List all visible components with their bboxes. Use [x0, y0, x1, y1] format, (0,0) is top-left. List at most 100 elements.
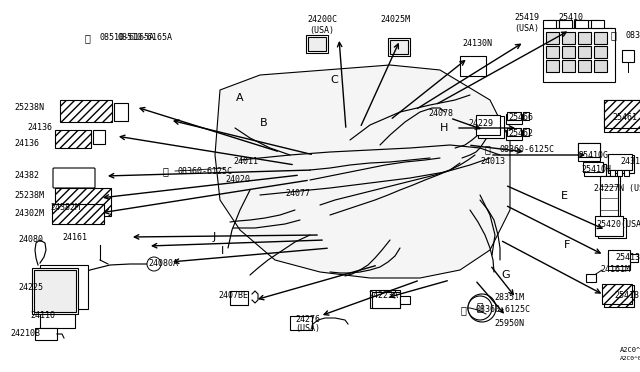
Text: 28351M: 28351M	[494, 294, 524, 302]
Bar	[507, 128, 521, 136]
Bar	[586, 274, 596, 282]
Bar	[578, 46, 591, 58]
Bar	[55, 130, 91, 148]
Text: 08510-6165A: 08510-6165A	[100, 33, 155, 42]
Bar	[602, 284, 632, 304]
Text: 24077: 24077	[285, 189, 310, 198]
Text: 24225: 24225	[18, 283, 43, 292]
Bar	[594, 46, 607, 58]
Bar	[290, 316, 312, 330]
Bar	[478, 116, 504, 138]
Bar	[578, 143, 600, 161]
Bar	[308, 37, 326, 51]
Bar	[34, 270, 76, 312]
Bar	[114, 103, 128, 121]
FancyBboxPatch shape	[53, 168, 95, 188]
Text: 24080: 24080	[18, 235, 43, 244]
Text: (USA): (USA)	[310, 26, 335, 35]
Bar	[578, 143, 600, 157]
Text: Ⓢ: Ⓢ	[84, 33, 90, 43]
Text: 24223A: 24223A	[368, 291, 398, 299]
Bar	[604, 100, 640, 128]
Bar	[370, 290, 400, 308]
Text: 24382: 24382	[14, 170, 39, 180]
Text: F: F	[564, 240, 570, 250]
Text: 08360-6125C: 08360-6125C	[178, 167, 233, 176]
Bar	[543, 28, 615, 82]
Bar	[32, 268, 78, 314]
Bar	[594, 60, 607, 72]
Text: H: H	[440, 123, 448, 133]
Bar	[545, 28, 613, 78]
Text: 25420(USA): 25420(USA)	[596, 221, 640, 230]
Bar	[388, 38, 410, 56]
Text: B: B	[260, 118, 268, 128]
Text: 25410H: 25410H	[581, 166, 611, 174]
Bar	[40, 310, 75, 328]
Bar	[604, 285, 634, 307]
Bar	[575, 20, 588, 28]
Bar	[390, 40, 408, 54]
Text: 25418: 25418	[614, 291, 639, 299]
Bar	[574, 20, 586, 28]
Text: 24080A: 24080A	[148, 259, 178, 267]
Text: 24312: 24312	[620, 157, 640, 167]
Bar	[591, 20, 604, 28]
Text: 24229: 24229	[468, 119, 493, 128]
Bar	[506, 130, 522, 140]
Bar	[60, 100, 112, 122]
Text: 24078: 24078	[428, 109, 453, 118]
Text: Ⓢ: Ⓢ	[460, 305, 466, 315]
Bar	[600, 176, 618, 224]
Bar	[476, 115, 500, 135]
Bar	[583, 162, 603, 172]
Text: 08360-6125C: 08360-6125C	[500, 144, 555, 154]
Text: 24161M: 24161M	[600, 266, 630, 275]
Bar	[559, 20, 572, 28]
Bar	[546, 32, 559, 44]
Text: 25950N: 25950N	[494, 318, 524, 327]
Bar	[594, 32, 607, 44]
Text: 24136: 24136	[14, 138, 39, 148]
Text: 24302M: 24302M	[14, 208, 44, 218]
Bar	[608, 250, 630, 266]
Bar	[595, 216, 623, 236]
Bar	[602, 176, 620, 224]
Bar	[598, 218, 626, 238]
Text: I: I	[220, 246, 223, 256]
Bar	[617, 170, 622, 176]
Bar	[35, 328, 57, 340]
Bar	[610, 170, 615, 176]
Circle shape	[468, 296, 492, 320]
Text: 25461: 25461	[612, 113, 637, 122]
Bar	[622, 50, 634, 62]
Text: 24136: 24136	[27, 122, 52, 131]
Bar	[561, 20, 572, 28]
Text: 24210B: 24210B	[10, 328, 40, 337]
Bar	[400, 296, 410, 304]
Bar	[562, 46, 575, 58]
Text: (USA): (USA)	[514, 23, 539, 32]
Text: 25238N: 25238N	[14, 103, 44, 112]
Text: Ⓢ: Ⓢ	[477, 303, 483, 313]
Bar	[604, 100, 640, 132]
Bar	[608, 252, 630, 270]
Text: 25419: 25419	[514, 13, 539, 22]
Text: (USA): (USA)	[295, 324, 320, 334]
Bar	[562, 60, 575, 72]
Bar	[578, 32, 591, 44]
Text: J: J	[212, 232, 216, 242]
Text: 24227N (USA): 24227N (USA)	[594, 183, 640, 192]
Circle shape	[468, 294, 496, 322]
Text: 25413: 25413	[615, 253, 640, 263]
Text: 25410: 25410	[558, 13, 583, 22]
Text: E: E	[561, 191, 568, 201]
Bar	[523, 128, 529, 136]
Text: 24161: 24161	[62, 234, 87, 243]
Bar	[578, 60, 591, 72]
Text: 24110: 24110	[30, 311, 55, 321]
Text: 24200C: 24200C	[307, 16, 337, 25]
Bar	[624, 170, 629, 176]
Bar	[523, 112, 529, 120]
Text: 24276: 24276	[295, 314, 320, 324]
